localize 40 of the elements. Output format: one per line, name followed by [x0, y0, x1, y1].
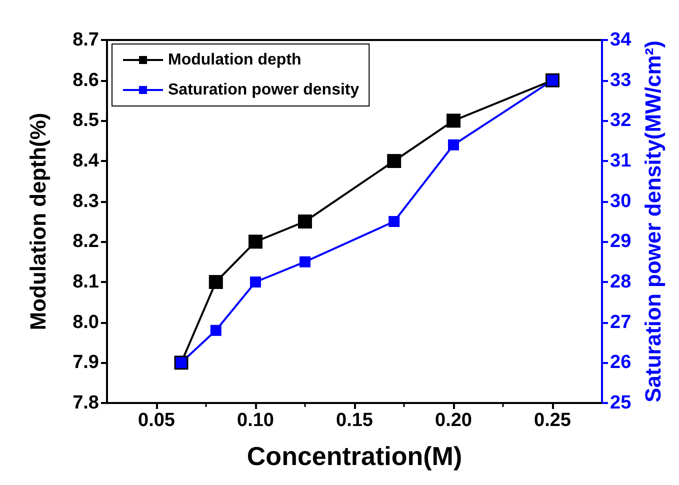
point — [446, 114, 460, 128]
y2-tick-label: 25 — [610, 392, 632, 414]
y-axis-title: Modulation depth(%) — [26, 112, 50, 330]
point — [448, 139, 459, 150]
y2-tick-label: 31 — [610, 150, 632, 172]
y-tick-label: 8.0 — [72, 312, 99, 333]
y-tick-label: 8.1 — [72, 272, 100, 292]
legend-label: Saturation power density — [168, 82, 360, 98]
y2-axis-title: Saturation power density(MW/cm²) — [640, 40, 666, 402]
x-tick-label: 0.15 — [336, 410, 374, 431]
y-tick-label: 8.2 — [72, 231, 99, 252]
y-tick-label: 8.4 — [72, 150, 100, 172]
point — [208, 275, 223, 289]
point — [250, 276, 261, 288]
y-tick-label: 8.5 — [72, 110, 100, 132]
y2-tick-label: 27 — [610, 312, 632, 333]
y2-tick-label: 30 — [610, 190, 632, 212]
x-tick-label: 0.25 — [534, 410, 572, 431]
y-tick-label: 7.8 — [72, 392, 99, 414]
x-tick-label: 0.05 — [138, 410, 176, 431]
y2-tick-label: 29 — [610, 231, 632, 252]
y-tick-label: 7.9 — [72, 352, 99, 374]
y2-tick-label: 26 — [610, 352, 632, 374]
point — [210, 324, 222, 336]
y-tick-label: 8.7 — [72, 30, 99, 50]
point — [388, 216, 400, 227]
y2-tick-label: 32 — [610, 110, 632, 132]
x-tick-label: 0.20 — [435, 410, 472, 431]
point — [300, 256, 310, 268]
y2-tick-label: 28 — [610, 272, 632, 292]
point — [387, 154, 402, 168]
legend-label: Modulation depth — [168, 52, 302, 68]
y2-tick-label: 34 — [610, 30, 632, 50]
y-tick-label: 8.6 — [72, 70, 99, 91]
point — [248, 234, 262, 249]
x-axis-title: Concentration(M) — [246, 441, 462, 471]
point — [298, 214, 312, 228]
y-tick-label: 8.3 — [72, 190, 99, 212]
x-tick-label: 0.10 — [237, 410, 274, 431]
y2-tick-label: 33 — [610, 70, 632, 91]
